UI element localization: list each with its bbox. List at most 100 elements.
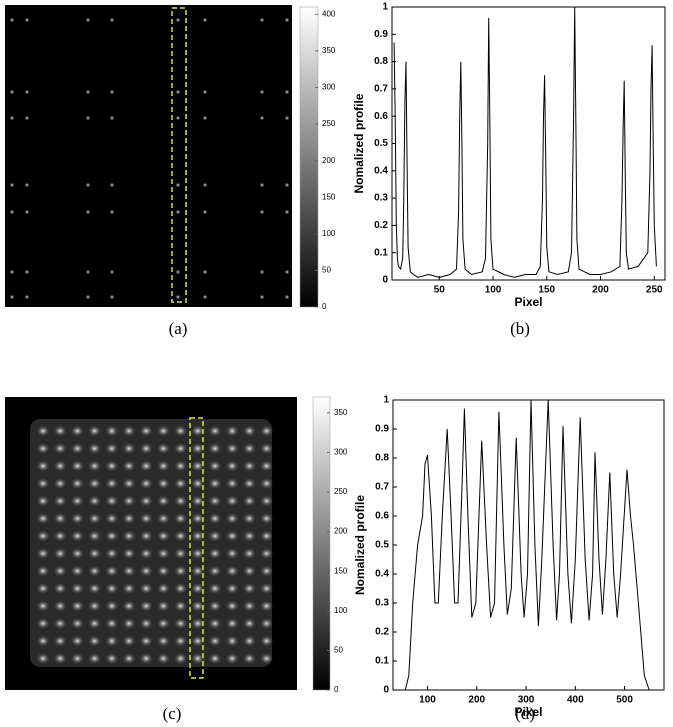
spot <box>122 460 136 472</box>
spot <box>284 269 290 275</box>
spot <box>284 115 290 121</box>
colorbar-tick-label: 350 <box>334 408 348 417</box>
spot <box>104 565 119 577</box>
spot <box>109 115 115 121</box>
spot <box>24 182 30 188</box>
spot <box>225 495 240 507</box>
spot <box>259 269 265 275</box>
spot <box>284 294 290 300</box>
spot <box>208 547 222 560</box>
colorbar-tick-label: 400 <box>322 9 336 18</box>
spot <box>87 477 102 490</box>
spot <box>259 294 265 300</box>
panel-caption: (a) <box>169 319 188 338</box>
spot <box>259 617 274 630</box>
spot <box>156 600 171 612</box>
colorbar-tick-label: 300 <box>334 448 348 457</box>
spot <box>104 460 119 472</box>
selection-box <box>171 7 187 303</box>
spot <box>53 477 68 490</box>
spot <box>173 460 188 472</box>
spot <box>190 617 205 630</box>
spot <box>225 477 240 490</box>
spot <box>225 600 240 612</box>
spot <box>87 495 102 507</box>
spot <box>87 600 102 612</box>
y-tick-label: 0.7 <box>374 84 388 95</box>
spot <box>225 460 240 472</box>
spot <box>122 600 136 612</box>
spot <box>53 425 68 437</box>
spot <box>53 652 68 665</box>
spot <box>9 182 15 188</box>
spot <box>242 442 257 455</box>
spot <box>104 442 119 455</box>
colorbar-tick-label: 200 <box>334 527 348 536</box>
colorbar-tick-label: 250 <box>334 487 348 496</box>
haze <box>30 419 272 667</box>
spot <box>202 182 208 188</box>
spot <box>202 17 208 23</box>
spot <box>70 460 85 472</box>
spot <box>70 600 85 612</box>
spot <box>139 530 154 542</box>
spot <box>173 495 188 507</box>
spot <box>259 460 274 472</box>
spot <box>85 209 91 215</box>
spot <box>190 530 205 542</box>
y-axis-label: Nomalized profile <box>353 495 367 595</box>
x-tick-label: 300 <box>518 695 535 706</box>
spot <box>208 442 222 455</box>
spot <box>87 617 102 630</box>
spot <box>9 115 15 121</box>
spot <box>156 617 171 630</box>
spot <box>53 547 68 560</box>
spot <box>109 209 115 215</box>
spot <box>36 477 50 490</box>
spot <box>208 477 222 490</box>
spot <box>156 565 171 577</box>
spot <box>36 495 50 507</box>
y-tick-label: 0.5 <box>375 540 389 551</box>
spot <box>24 17 30 23</box>
x-tick-label: 250 <box>646 285 663 296</box>
spot <box>190 652 205 665</box>
spot <box>259 17 265 23</box>
spot <box>104 600 119 612</box>
spot <box>87 425 102 437</box>
spot <box>104 425 119 437</box>
spot <box>109 89 115 95</box>
spot <box>87 547 102 560</box>
spot <box>190 442 205 455</box>
spot <box>156 530 171 542</box>
spot <box>70 442 85 455</box>
spot <box>122 530 136 542</box>
spot <box>85 269 91 275</box>
spot <box>202 294 208 300</box>
spot <box>284 209 290 215</box>
spot <box>156 442 171 455</box>
spot <box>104 495 119 507</box>
y-tick-label: 0.2 <box>375 627 389 638</box>
spot <box>109 269 115 275</box>
spot <box>225 565 240 577</box>
spot <box>85 182 91 188</box>
x-tick-label: 100 <box>485 285 502 296</box>
spot <box>104 635 119 647</box>
spot <box>259 115 265 121</box>
spot <box>173 617 188 630</box>
spot <box>173 512 188 525</box>
spot <box>225 635 240 647</box>
spot <box>242 477 257 490</box>
spot <box>173 600 188 612</box>
profile-line <box>393 6 657 278</box>
spot <box>208 565 222 577</box>
spot <box>190 460 205 472</box>
spot <box>242 460 257 472</box>
colorbar-tick-label: 300 <box>322 83 336 92</box>
spot <box>85 89 91 95</box>
spot <box>202 209 208 215</box>
spot <box>122 582 136 595</box>
spot <box>175 17 181 23</box>
spot <box>122 565 136 577</box>
